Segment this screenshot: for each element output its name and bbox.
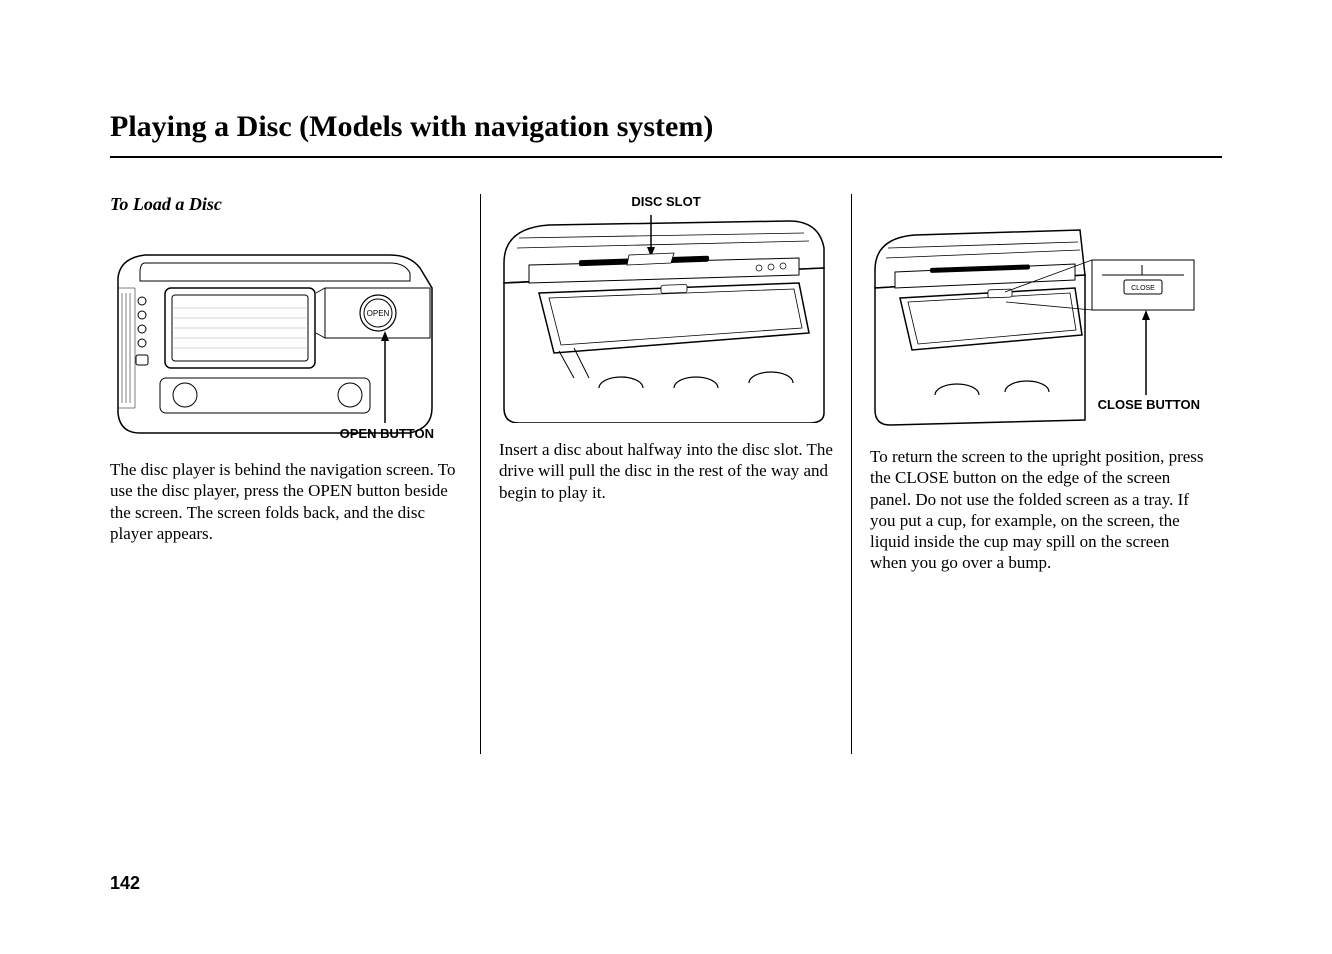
close-button-label: CLOSE BUTTON [1098,397,1200,412]
column-3: CLOSE CLOSE BUTTON To return the screen … [852,194,1222,754]
diagram-close-button: CLOSE CLOSE BUTTON [870,220,1200,430]
column3-body: To return the screen to the upright posi… [870,446,1204,574]
page-title: Playing a Disc (Models with navigation s… [110,110,1222,144]
open-button-label: OPEN BUTTON [340,426,434,441]
close-button-text: CLOSE [1131,285,1155,292]
section-heading: To Load a Disc [110,194,462,215]
column2-body: Insert a disc about halfway into the dis… [499,439,833,503]
title-rule [110,156,1222,158]
dashboard-illustration-2 [499,213,829,423]
column1-body: The disc player is behind the navigation… [110,459,462,544]
diagram-disc-slot [499,213,829,423]
open-button-text: OPEN [367,309,390,318]
content-columns: To Load a Disc [110,194,1222,754]
diagram-open-button: OPEN OPEN BUTTON [110,233,440,443]
dashboard-illustration-1: OPEN [110,233,440,443]
column-1: To Load a Disc [110,194,480,754]
page-number: 142 [110,873,140,894]
column-2: DISC SLOT [481,194,851,754]
disc-slot-label: DISC SLOT [499,194,833,209]
